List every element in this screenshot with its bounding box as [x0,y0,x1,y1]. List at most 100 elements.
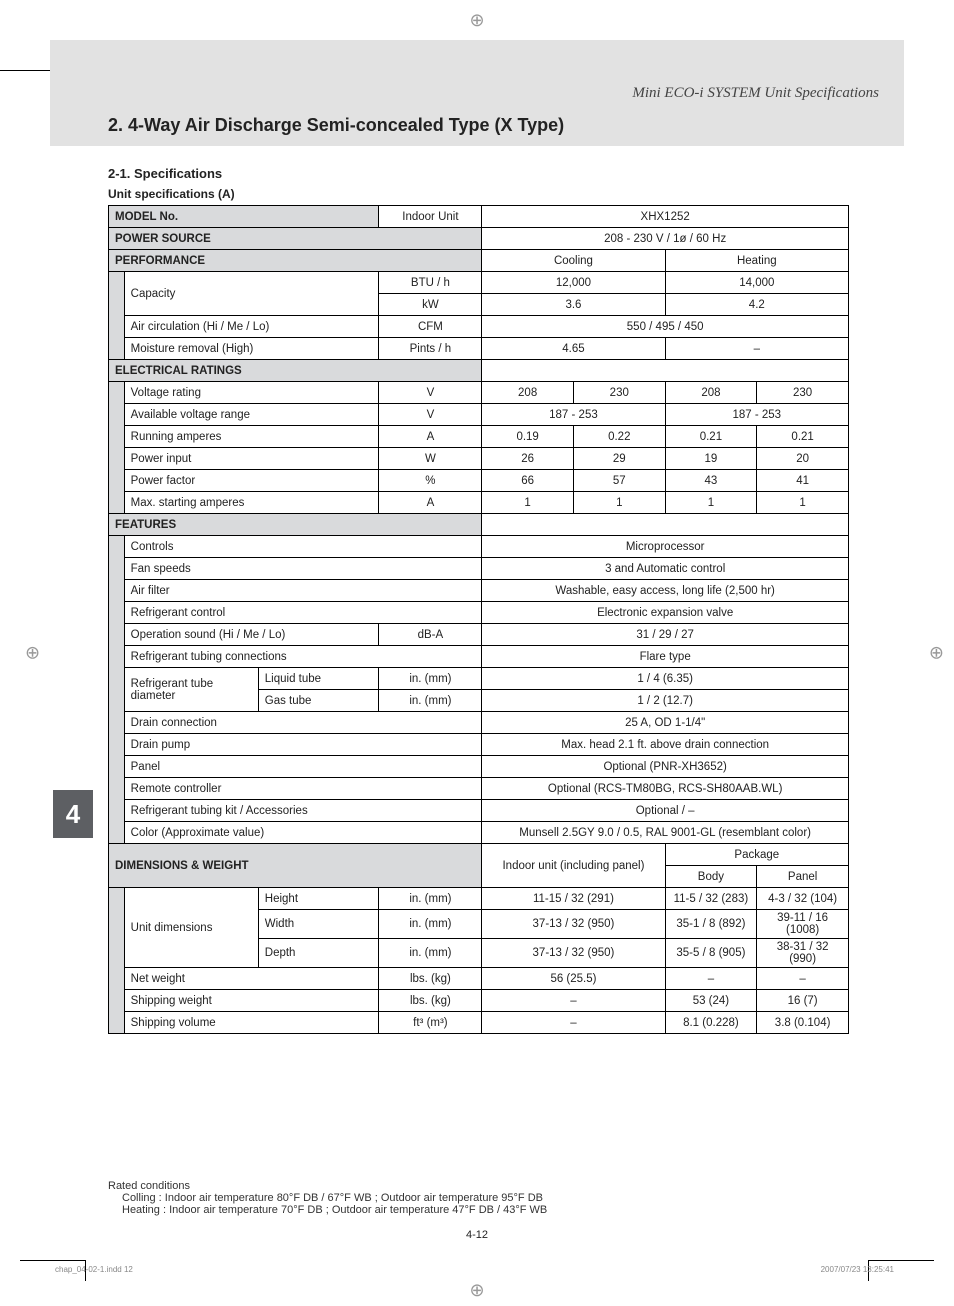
remote-value: Optional (RCS-TM80BG, RCS-SH80AAB.WL) [482,778,849,800]
power-input-label: Power input [124,448,379,470]
cell: 41 [757,470,849,492]
model-no-label: MODEL No. [109,206,379,228]
unit-kw: kW [379,294,482,316]
cell: 66 [482,470,574,492]
footer-title: Rated conditions [108,1180,547,1192]
footer-notes: Rated conditions Colling : Indoor air te… [108,1180,547,1216]
slug-right: 2007/07/23 13:25:41 [821,1265,894,1274]
heating-label: Heating [665,250,848,272]
air-filter-label: Air filter [124,580,482,602]
cell: – [482,1012,665,1034]
unit-a: A [379,426,482,448]
unit-pct: % [379,470,482,492]
running-header: Mini ECO-i SYSTEM Unit Specifications [50,85,879,102]
cell: 0.21 [757,426,849,448]
controls-value: Microprocessor [482,536,849,558]
cell: 1 [665,492,757,514]
drain-conn-value: 25 A, OD 1-1/4" [482,712,849,734]
air-circ-label: Air circulation (Hi / Me / Lo) [124,316,379,338]
ref-tub-conn-value: Flare type [482,646,849,668]
drain-conn-label: Drain connection [124,712,482,734]
cell: 29 [573,448,665,470]
liquid-label: Liquid tube [258,668,379,690]
registration-mark-left: ⊕ [25,643,40,664]
cell: 0.22 [573,426,665,448]
cell: 26 [482,448,574,470]
moisture-label: Moisture removal (High) [124,338,379,360]
cell: 11-5 / 32 (283) [665,888,757,910]
cap-kw-heat: 4.2 [665,294,848,316]
power-source-label: POWER SOURCE [109,228,482,250]
cell: 230 [757,382,849,404]
cell: 208 [482,382,574,404]
liquid-value: 1 / 4 (6.35) [482,668,849,690]
cell: 57 [573,470,665,492]
features-label: FEATURES [109,514,482,536]
cell: 208 [665,382,757,404]
footer-line: Heating : Indoor air temperature 70°F DB… [122,1204,547,1216]
cell: 187 - 253 [665,404,848,426]
content: 2. 4-Way Air Discharge Semi-concealed Ty… [108,115,849,1034]
fan-speeds-label: Fan speeds [124,558,482,580]
cell: 19 [665,448,757,470]
unit-btuh: BTU / h [379,272,482,294]
cell: 11-15 / 32 (291) [482,888,665,910]
unit-a: A [379,492,482,514]
cooling-label: Cooling [482,250,665,272]
panel-col-label: Panel [757,866,849,888]
electrical-label: ELECTRICAL RATINGS [109,360,482,382]
unit-inmm: in. (mm) [379,690,482,712]
cell: 20 [757,448,849,470]
panel-label: Panel [124,756,482,778]
cell: 39-11 / 16 (1008) [757,910,849,939]
power-source-value: 208 - 230 V / 1ø / 60 Hz [482,228,849,250]
gas-value: 1 / 2 (12.7) [482,690,849,712]
body-label: Body [665,866,757,888]
unit-dims-label: Unit dimensions [124,888,258,968]
cell: 4-3 / 32 (104) [757,888,849,910]
max-start-label: Max. starting amperes [124,492,379,514]
cell: 0.21 [665,426,757,448]
cell: 1 [757,492,849,514]
cell: 1 [573,492,665,514]
cell: 53 (24) [665,990,757,1012]
unit-v: V [379,382,482,404]
section-title: 2. 4-Way Air Discharge Semi-concealed Ty… [108,115,849,136]
page-number: 4-12 [466,1229,488,1241]
cell: 8.1 (0.228) [665,1012,757,1034]
unit-v: V [379,404,482,426]
cell: 43 [665,470,757,492]
color-value: Munsell 2.5GY 9.0 / 0.5, RAL 9001-GL (re… [482,822,849,844]
height-label: Height [258,888,379,910]
table-title: Unit specifications (A) [108,187,849,201]
color-label: Color (Approximate value) [124,822,482,844]
model-value: XHX1252 [482,206,849,228]
cell: 0.19 [482,426,574,448]
cell: 37-13 / 32 (950) [482,910,665,939]
spec-table: MODEL No. Indoor Unit XHX1252 POWER SOUR… [108,205,849,1034]
footer-line: Colling : Indoor air temperature 80°F DB… [122,1192,547,1204]
capacity-label: Capacity [124,272,379,316]
cell: 16 (7) [757,990,849,1012]
chapter-tab: 4 [53,790,93,838]
dims-label: DIMENSIONS & WEIGHT [109,844,482,888]
op-sound-value: 31 / 29 / 27 [482,624,849,646]
indoor-incl-label: Indoor unit (including panel) [482,844,665,888]
registration-mark-bottom: ⊕ [469,1280,484,1301]
cap-btu-cool: 12,000 [482,272,665,294]
depth-label: Depth [258,939,379,968]
crop-mark [0,40,51,71]
performance-label: PERFORMANCE [109,250,482,272]
air-circ-value: 550 / 495 / 450 [482,316,849,338]
unit-ft3m3: ft³ (m³) [379,1012,482,1034]
package-label: Package [665,844,848,866]
width-label: Width [258,910,379,939]
run-amp-label: Running amperes [124,426,379,448]
registration-mark-top: ⊕ [469,10,484,31]
ref-tub-conn-label: Refrigerant tubing connections [124,646,482,668]
unit-pints: Pints / h [379,338,482,360]
net-wt-label: Net weight [124,968,379,990]
unit-dba: dB-A [379,624,482,646]
cell: 56 (25.5) [482,968,665,990]
cell: – [665,968,757,990]
